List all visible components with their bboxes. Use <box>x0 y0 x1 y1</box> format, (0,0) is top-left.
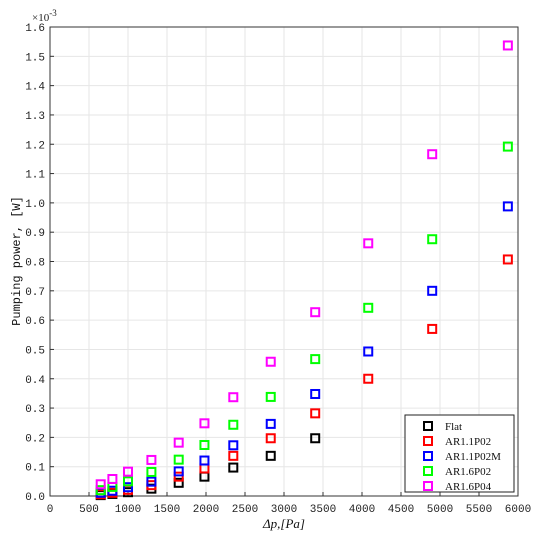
data-point <box>265 356 276 367</box>
data-point <box>265 391 276 402</box>
data-point <box>310 388 321 399</box>
x-tick-label: 1500 <box>154 504 180 516</box>
legend-marker <box>423 436 433 446</box>
data-point <box>228 419 239 430</box>
legend-label: AR1.1P02 <box>445 436 491 448</box>
y-tick-label: 0.1 <box>25 463 45 475</box>
data-point <box>199 439 210 450</box>
legend-marker <box>423 421 433 431</box>
data-point <box>228 462 239 473</box>
legend-label: AR1.6P02 <box>445 466 491 478</box>
y-tick-label: 1.6 <box>25 23 45 35</box>
series-ar1-6p02 <box>95 141 513 496</box>
data-point <box>310 307 321 318</box>
y-axis-multiplier-exponent: -3 <box>49 8 57 18</box>
data-markers <box>95 40 513 501</box>
y-tick-label: 0.8 <box>25 258 45 270</box>
legend-marker <box>423 466 433 476</box>
data-point <box>199 463 210 474</box>
legend: Flat AR1.1P02 AR1.1P02M AR1.6P02 AR1.6P04 <box>404 414 515 493</box>
data-point <box>123 466 133 477</box>
data-point <box>199 455 210 466</box>
data-point <box>363 346 374 357</box>
data-point <box>363 373 374 384</box>
y-tick-label: 1.1 <box>25 170 45 182</box>
y-axis-label: Pumping power, [W] <box>10 196 24 326</box>
x-tick-label: 0 <box>47 504 54 516</box>
x-tick-label: 2000 <box>193 504 219 516</box>
data-point <box>265 450 276 461</box>
y-axis-multiplier-base: ×10 <box>32 12 50 24</box>
y-axis-multiplier: ×10-3 <box>32 8 57 24</box>
data-point <box>265 433 276 444</box>
x-tick-label: 2500 <box>232 504 258 516</box>
data-point <box>363 302 374 313</box>
y-tick-label: 0.4 <box>25 375 45 387</box>
x-tick-label: 6000 <box>505 504 531 516</box>
data-point <box>427 323 438 334</box>
data-point <box>502 141 513 152</box>
x-tick-label: 3500 <box>310 504 336 516</box>
data-point <box>228 392 239 403</box>
y-tick-label: 0.0 <box>25 492 45 504</box>
y-tick-label: 0.7 <box>25 287 45 299</box>
y-tick-label: 1.4 <box>25 82 45 94</box>
legend-label: AR1.6P04 <box>445 481 492 493</box>
data-point <box>310 408 321 419</box>
data-point <box>173 471 184 482</box>
y-tick-label: 1.2 <box>25 140 45 152</box>
x-axis-label: Δp,[Pa] <box>262 516 305 531</box>
data-point <box>502 254 513 265</box>
y-tick-label: 0.2 <box>25 433 45 445</box>
legend-label: Flat <box>445 421 462 433</box>
legend-marker <box>423 481 433 491</box>
data-point <box>107 473 118 484</box>
data-point <box>173 466 184 477</box>
data-point <box>427 285 438 296</box>
x-tick-label: 500 <box>79 504 99 516</box>
x-tick-label: 4500 <box>388 504 414 516</box>
data-point <box>173 437 184 448</box>
data-point <box>427 234 438 245</box>
x-tick-label: 4000 <box>349 504 375 516</box>
data-point <box>95 485 106 496</box>
x-tick-label: 5500 <box>466 504 492 516</box>
data-point <box>199 471 210 482</box>
data-point <box>173 477 184 488</box>
data-point <box>228 440 239 451</box>
legend-label: AR1.1P02M <box>445 451 501 463</box>
data-point <box>265 418 276 429</box>
y-tick-label: 1.0 <box>25 199 45 211</box>
data-point <box>95 479 106 490</box>
y-tick-label: 0.5 <box>25 345 45 357</box>
series-ar1-6p04 <box>95 40 513 490</box>
y-tick-label: 1.5 <box>25 52 45 64</box>
y-tick-label: 0.9 <box>25 228 45 240</box>
y-tick-label: 0.6 <box>25 316 45 328</box>
data-point <box>146 466 157 477</box>
x-tick-label: 1000 <box>115 504 141 516</box>
y-tick-label: 0.3 <box>25 404 45 416</box>
legend-marker <box>423 451 433 461</box>
axis-ticks: 0 500 1000 1500 2000 2500 3000 3500 4000 4500 5000… <box>25 23 531 516</box>
data-point <box>310 354 321 365</box>
x-tick-label: 3000 <box>271 504 297 516</box>
data-point <box>123 476 133 487</box>
data-point <box>310 433 321 444</box>
data-point <box>146 476 157 487</box>
data-point <box>173 454 184 465</box>
data-point <box>502 40 513 51</box>
y-tick-label: 1.3 <box>25 111 45 123</box>
x-tick-label: 5000 <box>427 504 453 516</box>
data-point <box>199 418 210 429</box>
data-point <box>363 238 374 249</box>
data-point <box>502 201 513 212</box>
data-point <box>146 454 157 465</box>
data-point <box>427 149 438 160</box>
data-point <box>228 450 239 461</box>
data-point <box>123 482 133 493</box>
